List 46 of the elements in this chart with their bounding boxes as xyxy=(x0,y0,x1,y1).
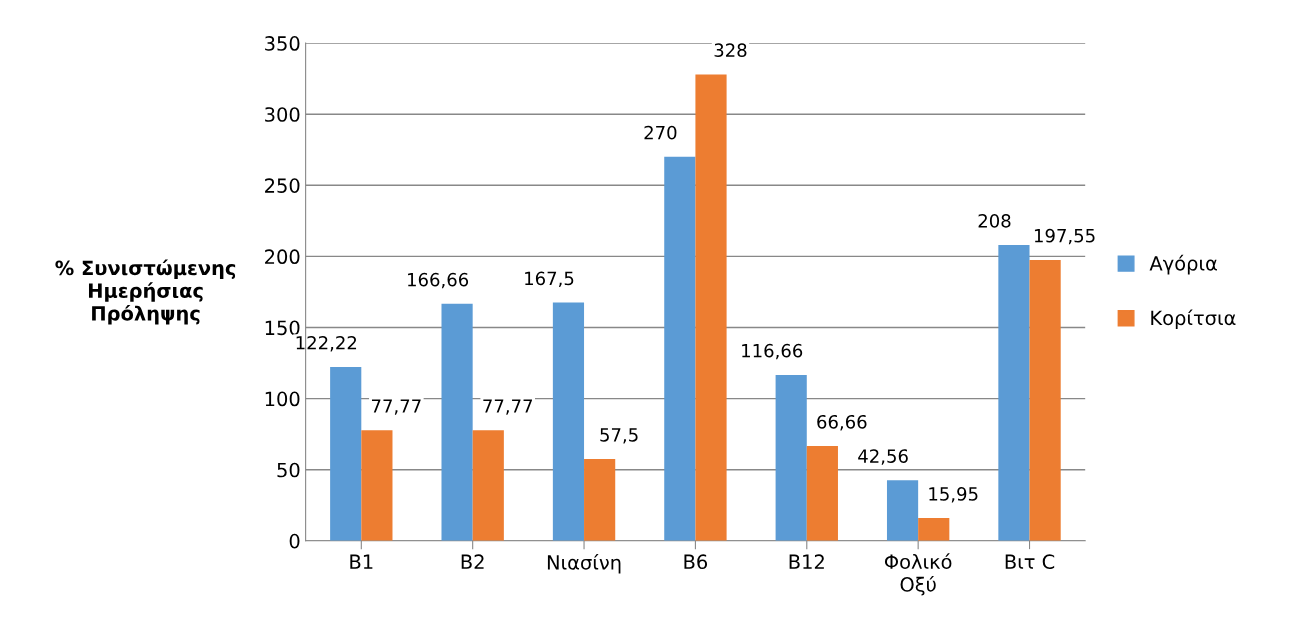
bar xyxy=(552,302,585,541)
data-label: 166,66 xyxy=(408,272,469,289)
bar xyxy=(584,459,616,541)
data-label: 270 xyxy=(644,125,677,140)
y-axis-title: % Συνιστώμενης Ημερήσιας Πρόληψης xyxy=(55,259,236,325)
bar xyxy=(806,446,838,541)
x-tick-label: B2 xyxy=(461,554,484,569)
data-label: 15,95 xyxy=(929,487,978,503)
x-tick-label: B12 xyxy=(789,554,824,569)
data-label: 197,55 xyxy=(1034,228,1095,245)
legend-label: Κορίτσια xyxy=(1151,309,1236,330)
data-label: 66,66 xyxy=(817,414,867,431)
bar xyxy=(775,374,807,541)
bar xyxy=(918,518,950,541)
data-label: 57,5 xyxy=(600,428,638,444)
data-label: 77,77 xyxy=(483,399,533,415)
bar xyxy=(472,430,504,541)
x-tick-label: Βιτ C xyxy=(1005,554,1055,570)
bar xyxy=(441,303,473,541)
legend-label: Αγόρια xyxy=(1149,254,1217,275)
y-tick-label: 150 xyxy=(265,320,300,336)
y-tick-label: 50 xyxy=(277,462,300,478)
data-label: 116,66 xyxy=(742,343,803,360)
bar xyxy=(998,245,1030,541)
data-label: 42,56 xyxy=(858,449,908,465)
x-tick-label: B6 xyxy=(684,554,708,570)
bar xyxy=(695,74,727,541)
y-tick-label: 200 xyxy=(265,249,300,265)
bar xyxy=(664,156,696,541)
bar xyxy=(886,480,919,541)
data-label: 208 xyxy=(978,213,1011,228)
x-tick-label: Νιασίνη xyxy=(547,554,621,574)
y-tick-label: 0 xyxy=(289,533,300,549)
data-label: 167,5 xyxy=(525,271,574,288)
data-label: 77,77 xyxy=(371,399,421,415)
bar xyxy=(361,430,393,541)
x-tick-label: B1 xyxy=(350,554,373,569)
y-tick-label: 250 xyxy=(265,178,300,193)
bar xyxy=(330,367,362,541)
data-label: 122,22 xyxy=(296,335,357,352)
data-label: 328 xyxy=(714,43,747,58)
y-tick-label: 350 xyxy=(265,36,300,51)
y-tick-label: 100 xyxy=(265,391,300,407)
x-tick-label: Φολικό Οξύ xyxy=(884,553,952,596)
y-tick-label: 300 xyxy=(265,107,300,122)
bar xyxy=(1029,259,1061,541)
